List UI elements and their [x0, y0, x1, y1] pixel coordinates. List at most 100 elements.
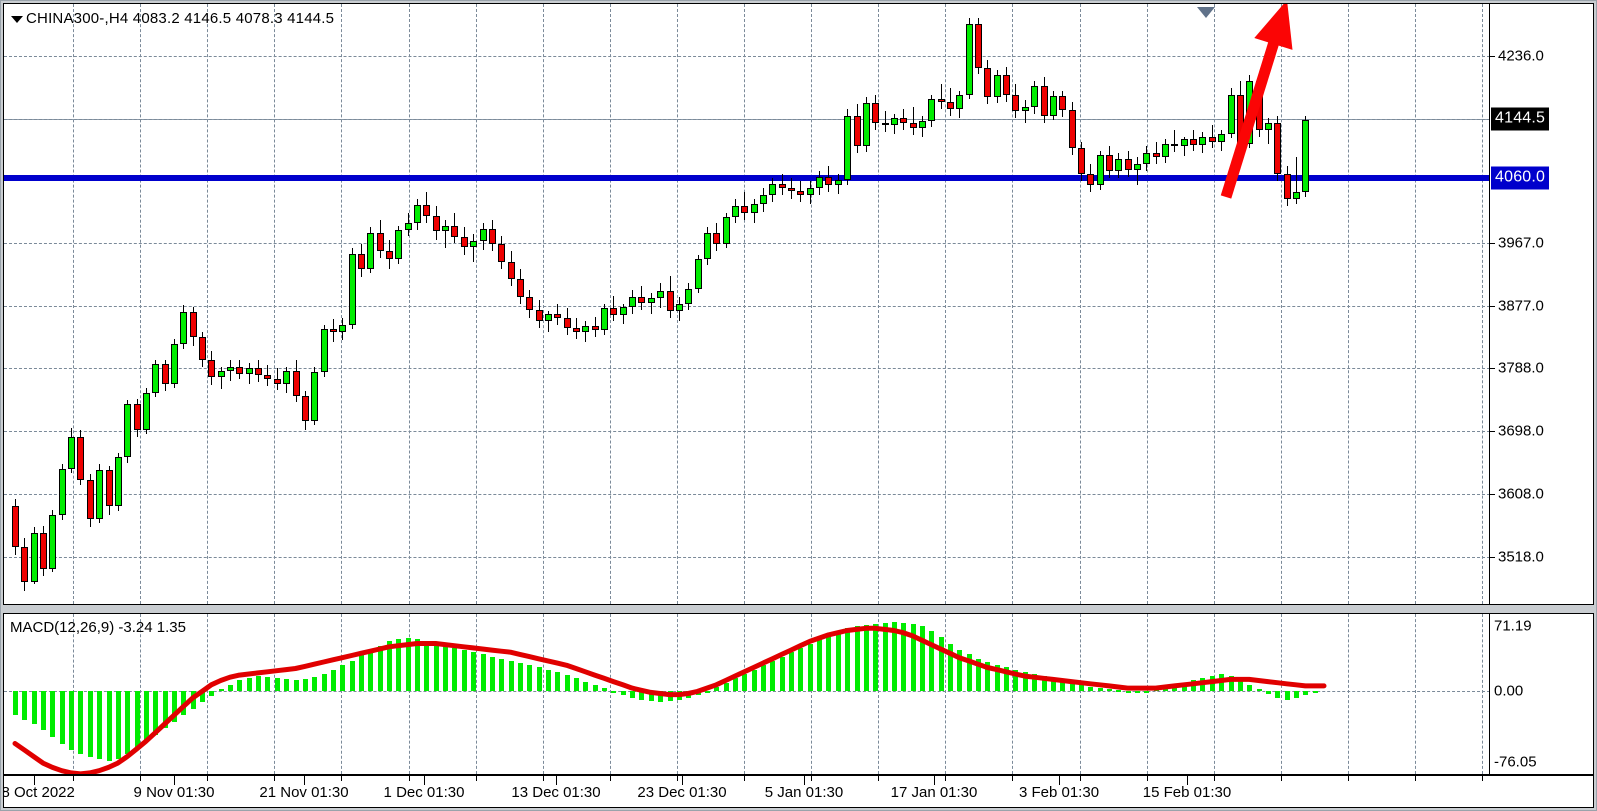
price-axis-label: 3518.0 — [1498, 548, 1544, 566]
grid-line-horizontal — [4, 557, 1490, 558]
caret-down-icon[interactable] — [11, 16, 23, 23]
price-axis-tick — [1490, 557, 1495, 558]
macd-histogram-bar — [1229, 676, 1234, 692]
candle-body — [536, 309, 543, 321]
time-axis-tick — [1187, 776, 1188, 785]
candle-body — [508, 262, 515, 279]
candle-body — [1274, 122, 1281, 175]
grid-line-vertical — [1080, 614, 1081, 774]
macd-histogram-bar — [798, 647, 803, 692]
macd-histogram-bar — [50, 691, 55, 737]
candle-body — [554, 313, 561, 318]
macd-histogram-bar — [527, 665, 532, 692]
macd-histogram-bar — [864, 625, 869, 692]
candle-body — [994, 75, 1001, 98]
candle-body — [498, 244, 505, 263]
candle-body — [68, 436, 75, 469]
macd-histogram-bar — [284, 679, 289, 692]
macd-histogram-bar — [294, 680, 299, 692]
grid-line-vertical — [945, 614, 946, 774]
macd-histogram-bar — [247, 678, 252, 692]
macd-histogram-bar — [396, 639, 401, 692]
macd-histogram-bar — [331, 669, 336, 692]
support-level-line[interactable] — [4, 175, 1490, 181]
chart-marker-triangle-icon[interactable] — [1197, 7, 1215, 18]
candle-body — [872, 103, 879, 123]
candle-body — [825, 177, 832, 186]
time-axis-label: 21 Nov 01:30 — [259, 784, 349, 801]
price-axis-label: 3788.0 — [1498, 359, 1544, 377]
candle-body — [40, 532, 47, 570]
time-axis-label: 3 Feb 01:30 — [1018, 784, 1100, 801]
time-axis-tick-minor — [140, 776, 141, 781]
time-axis-tick-minor — [1415, 776, 1416, 781]
candle-body — [854, 115, 861, 147]
candle-body — [1209, 136, 1216, 143]
candle-wick — [1156, 142, 1157, 165]
macd-panel[interactable]: 71.19 0.00 -76.05 MACD(12,26,9) -3.24 1.35 — [3, 613, 1594, 775]
macd-histogram-bar — [1219, 673, 1224, 692]
bullish-breakout-arrow[interactable] — [4, 4, 1490, 604]
candle-body — [648, 298, 655, 303]
grid-line-vertical — [409, 4, 410, 604]
macd-histogram-bar — [1107, 689, 1112, 692]
macd-histogram-bar — [583, 681, 588, 692]
candle-body — [59, 468, 66, 515]
price-axis-tick — [1490, 306, 1495, 307]
grid-line-horizontal — [4, 306, 1490, 307]
time-axis-tick-minor — [1012, 776, 1013, 781]
price-plot-area[interactable] — [4, 4, 1490, 604]
macd-histogram-bar — [957, 650, 962, 692]
macd-histogram-bar — [1313, 691, 1318, 694]
candle-body — [21, 546, 28, 582]
candle-body — [582, 326, 589, 332]
macd-histogram-bar — [200, 691, 205, 703]
time-axis-tick-minor — [1482, 776, 1483, 781]
price-axis[interactable]: 4236.0 3967.0 3877.0 3788.0 3698.0 3608.0 3518… — [1489, 4, 1593, 604]
macd-histogram-bar — [1144, 691, 1149, 694]
candle-body — [1022, 107, 1029, 112]
price-chart-panel[interactable]: 4236.0 3967.0 3877.0 3788.0 3698.0 3608.0 3518… — [3, 3, 1594, 605]
candle-body — [1078, 147, 1085, 175]
macd-histogram-bar — [985, 662, 990, 692]
macd-histogram-bar — [1070, 682, 1075, 692]
time-axis-tick-minor — [274, 776, 275, 781]
macd-plot-area[interactable] — [4, 614, 1490, 774]
macd-histogram-bar — [172, 691, 177, 722]
chart-title: CHINA300-,H4 4083.2 4146.5 4078.3 4144.5 — [26, 10, 335, 27]
grid-line-vertical — [1281, 4, 1282, 604]
time-axis-label: 17 Jan 01:30 — [890, 784, 978, 801]
macd-histogram-bar — [883, 622, 888, 692]
grid-line-vertical — [811, 614, 812, 774]
candle-body — [124, 404, 131, 458]
candle-body — [779, 184, 786, 189]
price-axis-label: 3608.0 — [1498, 485, 1544, 503]
candle-body — [685, 288, 692, 304]
macd-histogram-bar — [181, 691, 186, 716]
macd-histogram-bar — [209, 691, 214, 696]
macd-histogram-bar — [920, 626, 925, 692]
macd-histogram-bar — [873, 623, 878, 692]
candle-wick — [1184, 136, 1185, 157]
grid-line-vertical — [610, 4, 611, 604]
support-price-badge[interactable]: 4060.0 — [1491, 166, 1550, 190]
grid-line-vertical — [73, 4, 74, 604]
macd-histogram-bar — [1098, 688, 1103, 692]
candle-body — [367, 232, 374, 270]
current-price-badge[interactable]: 4144.5 — [1491, 107, 1550, 131]
grid-line-vertical — [274, 4, 275, 604]
panel-divider[interactable] — [3, 605, 1594, 613]
macd-axis[interactable]: 71.19 0.00 -76.05 — [1489, 614, 1593, 774]
price-axis-label: 3967.0 — [1498, 234, 1544, 252]
macd-histogram-bar — [1032, 673, 1037, 692]
candle-body — [947, 101, 954, 109]
candle-body — [433, 216, 440, 232]
candle-body — [1246, 80, 1253, 144]
price-axis-tick — [1490, 243, 1495, 244]
candle-body — [162, 364, 169, 384]
candle-body — [1293, 192, 1300, 200]
time-axis-tick-minor — [543, 776, 544, 781]
time-axis-panel[interactable]: 28 Oct 2022 9 Nov 01:30 21 Nov 01:30 1 Dec … — [3, 775, 1594, 808]
candle-body — [377, 232, 384, 251]
candle-body — [283, 370, 290, 384]
